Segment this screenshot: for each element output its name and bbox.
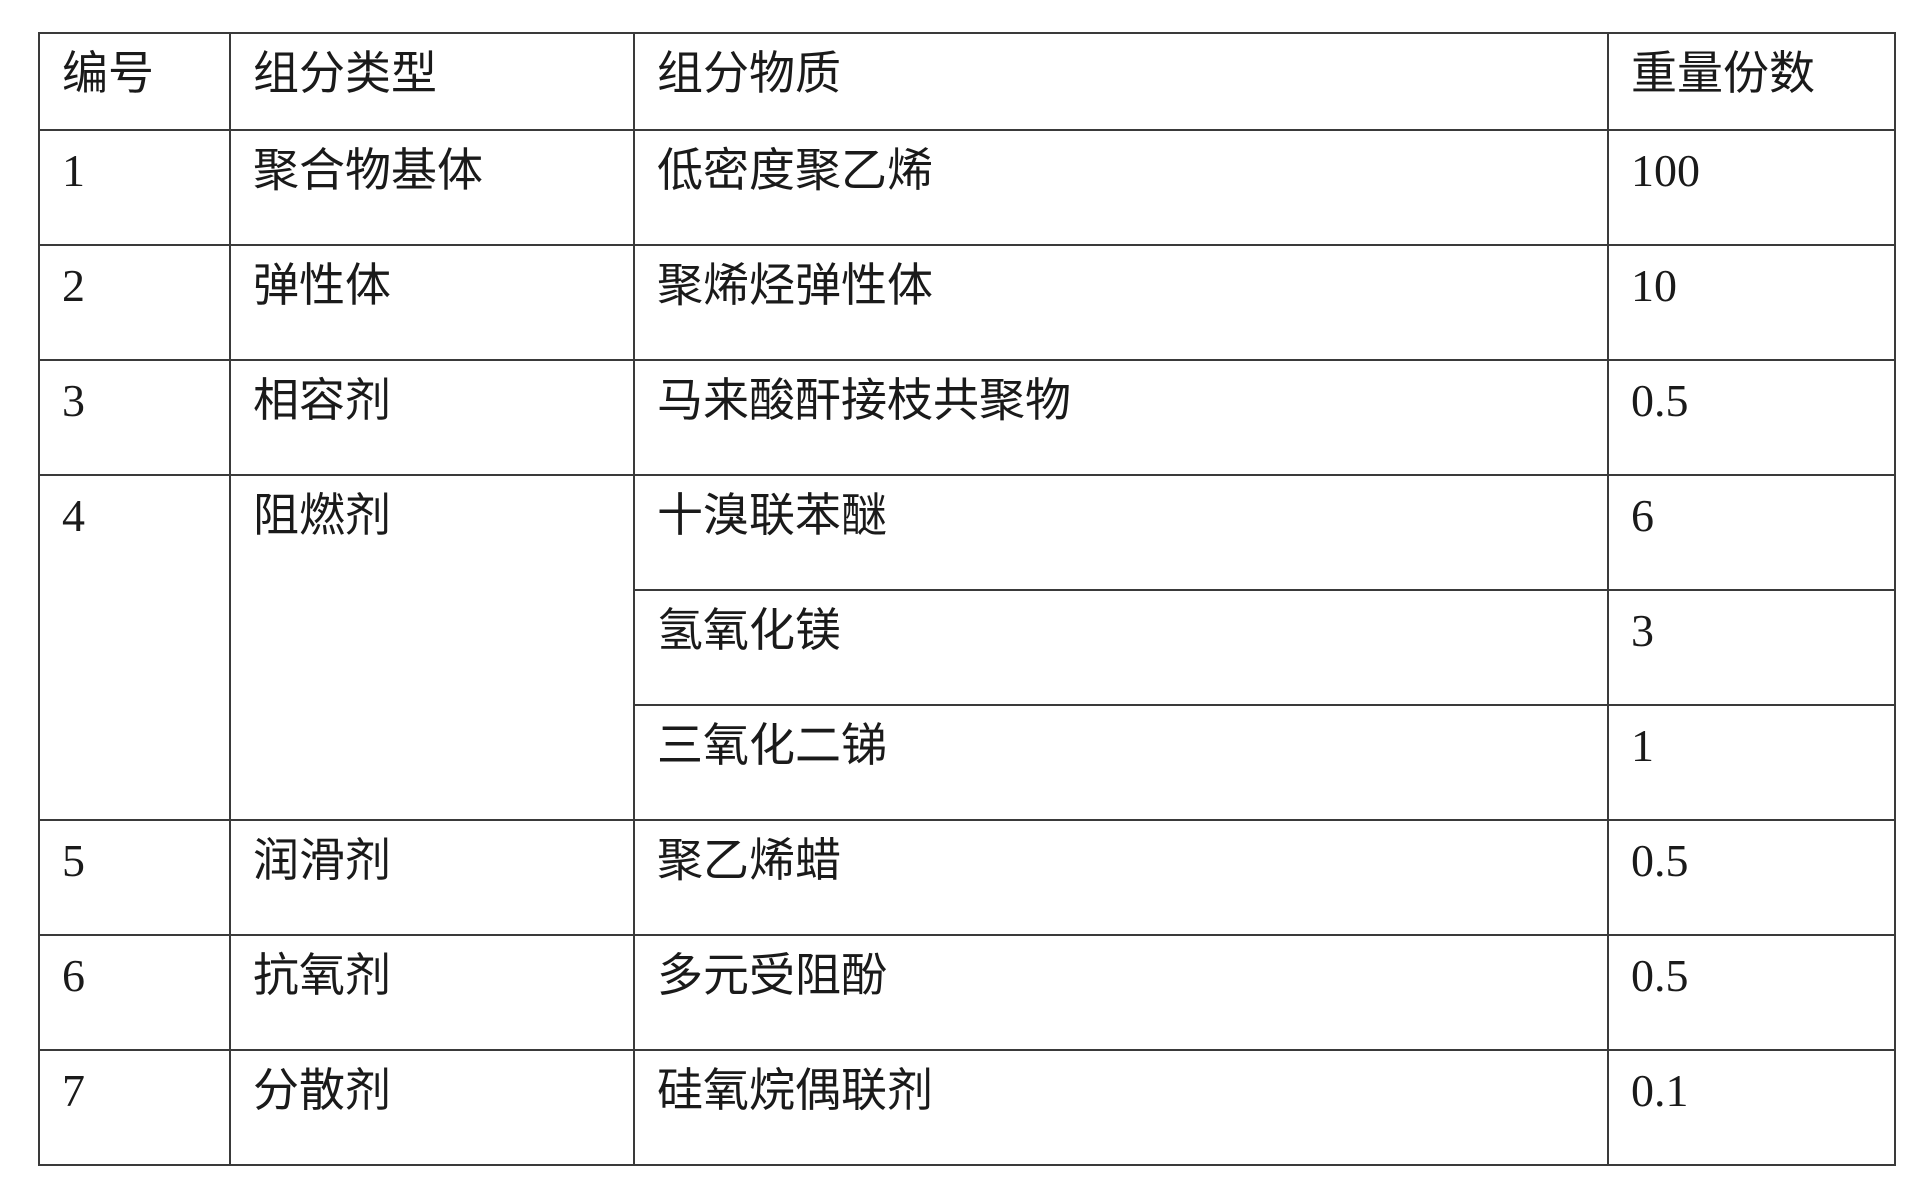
cell-no: 2 (38, 244, 231, 361)
cell-substance: 三氧化二锑 (633, 704, 1609, 821)
table-row: 7 分散剂 硅氧烷偶联剂 0.1 (38, 1049, 1896, 1166)
cell-parts: 0.5 (1607, 934, 1896, 1051)
cell-substance: 十溴联苯醚 (633, 474, 1609, 591)
cell-parts: 6 (1607, 474, 1896, 591)
table-row: 2 弹性体 聚烯烃弹性体 10 (38, 244, 1896, 361)
cell-substance: 硅氧烷偶联剂 (633, 1049, 1609, 1166)
header-substance: 组分物质 (633, 32, 1609, 131)
header-type: 组分类型 (229, 32, 635, 131)
cell-parts: 0.5 (1607, 819, 1896, 936)
cell-parts: 100 (1607, 129, 1896, 246)
cell-substance: 氢氧化镁 (633, 589, 1609, 706)
cell-no: 3 (38, 359, 231, 476)
composition-table: 编号 组分类型 组分物质 重量份数 1 聚合物基体 低密度聚乙烯 100 2 弹性体 聚烯烃… (38, 32, 1896, 1166)
cell-type: 阻燃剂 (229, 474, 635, 821)
cell-parts: 3 (1607, 589, 1896, 706)
cell-type: 分散剂 (229, 1049, 635, 1166)
cell-no: 1 (38, 129, 231, 246)
cell-no: 6 (38, 934, 231, 1051)
table-row: 三氧化二锑 1 (39, 704, 1896, 821)
cell-type: 相容剂 (229, 359, 635, 476)
cell-no: 5 (38, 819, 231, 936)
header-row: 编号 组分类型 组分物质 重量份数 (38, 32, 1896, 131)
cell-parts: 0.1 (1607, 1049, 1896, 1166)
cell-substance: 聚乙烯蜡 (633, 819, 1609, 936)
table-row: 6 抗氧剂 多元受阻酚 0.5 (38, 934, 1896, 1051)
cell-substance: 低密度聚乙烯 (633, 129, 1609, 246)
cell-no: 4 (38, 474, 231, 821)
table-row: 1 聚合物基体 低密度聚乙烯 100 (38, 129, 1896, 246)
cell-no: 7 (38, 1049, 231, 1166)
cell-parts: 10 (1607, 244, 1896, 361)
cell-type: 抗氧剂 (229, 934, 635, 1051)
cell-substance: 聚烯烃弹性体 (633, 244, 1609, 361)
cell-type: 润滑剂 (229, 819, 635, 936)
table-body: 1 聚合物基体 低密度聚乙烯 100 2 弹性体 聚烯烃弹性体 10 3 相容剂 马来酸酐接枝共聚物… (38, 129, 1896, 1166)
cell-substance: 马来酸酐接枝共聚物 (633, 359, 1609, 476)
table-row: 氢氧化镁 3 (39, 589, 1896, 706)
header-parts: 重量份数 (1607, 32, 1896, 131)
header-no: 编号 (38, 32, 231, 131)
table-row: 3 相容剂 马来酸酐接枝共聚物 0.5 (38, 359, 1896, 476)
cell-parts: 1 (1607, 704, 1896, 821)
table-row: 4 阻燃剂 十溴联苯醚 6 (38, 474, 1896, 821)
table-row: 5 润滑剂 聚乙烯蜡 0.5 (38, 819, 1896, 936)
cell-type: 弹性体 (229, 244, 635, 361)
cell-parts: 0.5 (1607, 359, 1896, 476)
cell-substance: 多元受阻酚 (633, 934, 1609, 1051)
cell-type: 聚合物基体 (229, 129, 635, 246)
